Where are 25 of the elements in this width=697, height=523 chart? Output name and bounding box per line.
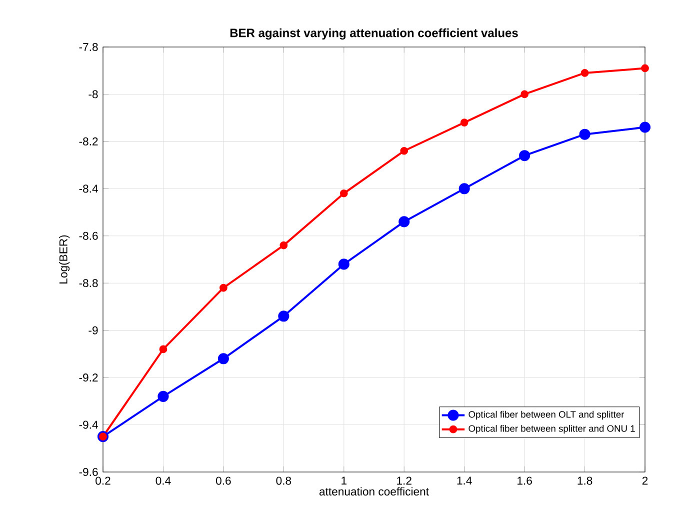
x-tick-label: 0.8 (276, 476, 292, 485)
y-tick-label: -8.2 (79, 137, 98, 146)
y-tick-label: -7.8 (79, 42, 98, 51)
x-tick-label: 0.4 (156, 476, 171, 485)
y-tick-label: -8.8 (79, 279, 98, 288)
x-tick-label: 1.8 (578, 476, 592, 485)
y-tick-label: -9 (88, 326, 98, 334)
y-tick-label: -8.6 (79, 232, 98, 240)
x-tick-label: 1.4 (457, 476, 472, 484)
y-tick-label: -8 (88, 90, 98, 98)
x-axis-title: attenuation coefficient (319, 487, 429, 496)
y-tick-label: -9.4 (79, 420, 98, 429)
y-tick-label: -9.2 (79, 374, 98, 382)
x-tick-label: 1.2 (397, 476, 412, 485)
x-tick-label: 0.2 (96, 476, 110, 485)
x-tick-label: 1 (342, 476, 346, 484)
x-tick-label: 1.6 (518, 476, 532, 485)
chart-title: BER against varying attenuation coefficient values (230, 28, 518, 40)
x-tick-label: 2 (642, 476, 648, 485)
y-tick-label: -9.6 (79, 468, 98, 476)
legend-label: Optical fiber between splitter and ONU 1 (468, 424, 635, 434)
x-tick-label: 0.6 (216, 476, 231, 485)
y-axis-title: Log(BER) (59, 235, 70, 284)
y-tick-label: -8.4 (79, 184, 98, 193)
legend-label: Optical fiber between OLT and splitter (468, 410, 624, 420)
